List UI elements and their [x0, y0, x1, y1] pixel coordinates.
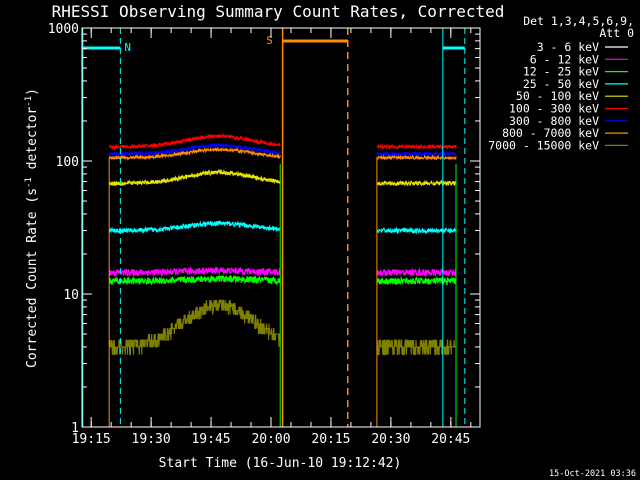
legend-label-3: 25 - 50 keV	[523, 77, 599, 91]
chart-title: RHESSI Observing Summary Count Rates, Co…	[52, 2, 505, 21]
series-trace-2-0	[109, 274, 281, 286]
series-trace-4-1	[376, 179, 457, 187]
legend-header-attenuator: Att 0	[599, 26, 634, 40]
y-axis-label-sup2: -1	[24, 96, 34, 107]
series-trace-6-1	[376, 150, 457, 158]
series-trace-1-0	[108, 265, 281, 278]
y-tick-label-2: 100	[56, 155, 79, 170]
y-axis-label-mid: detector	[25, 107, 40, 178]
x-tick-label-6: 20:45	[431, 432, 470, 447]
y-axis-label-main: Corrected Count Rate (s	[25, 188, 40, 368]
x-tick-label-1: 19:30	[132, 432, 171, 447]
series-trace-3-1	[376, 226, 457, 235]
generation-timestamp: 15-Oct-2021 03:36	[549, 469, 636, 479]
y-axis-label: Corrected Count Rate (s-1 detector-1)	[24, 88, 40, 368]
axes-frame	[81, 27, 481, 428]
series-trace-7-0	[108, 147, 281, 161]
x-tick-label-5: 20:30	[371, 432, 410, 447]
legend-label-1: 6 - 12 keV	[530, 52, 599, 66]
series-trace-5-0	[108, 132, 281, 151]
series-trace-3-0	[108, 220, 281, 235]
x-tick-label-0: 19:15	[72, 432, 111, 447]
series-trace-0-0	[108, 336, 281, 428]
y-tick-label-1: 10	[63, 288, 79, 303]
legend-label-5: 100 - 300 keV	[509, 102, 599, 116]
y-axis-label-sup1: -1	[24, 177, 34, 188]
series-trace-1-1	[376, 267, 457, 278]
legend-label-2: 12 - 25 keV	[523, 65, 599, 79]
legend-label-8: 7000 - 15000 keV	[488, 138, 599, 152]
series-trace-5-1	[376, 143, 457, 151]
series-trace-4-0	[108, 168, 281, 187]
legend-header-detectors: Det 1,3,4,5,6,9,	[523, 14, 634, 28]
legend-label-4: 50 - 100 keV	[516, 89, 599, 103]
legend-label-6: 300 - 800 keV	[509, 114, 599, 128]
legend-label-7: 800 - 7000 keV	[502, 126, 599, 140]
x-tick-label-2: 19:45	[191, 432, 230, 447]
x-tick-label-4: 20:15	[311, 432, 350, 447]
legend-label-0: 3 - 6 keV	[537, 40, 599, 54]
plot-area: NS	[82, 28, 466, 428]
y-axis-label-end: )	[25, 88, 40, 96]
x-tick-label-3: 20:00	[251, 432, 290, 447]
axes: 1 10 100 1000 19:15 19:30 19:45 20:00 20:15 20:30…	[48, 22, 481, 447]
series-trace-0-1	[376, 346, 457, 428]
series-trace-8-0	[108, 299, 281, 356]
x-axis-label: Start Time (16-Jun-10 19:12:42)	[159, 456, 402, 471]
series-trace-7-1	[376, 154, 457, 161]
series-trace-2-1	[376, 275, 457, 286]
night-flag-label: N	[124, 41, 131, 54]
series-trace-6-0	[108, 142, 281, 158]
y-tick-label-0: 1	[71, 421, 79, 436]
y-tick-label-3: 1000	[48, 22, 79, 37]
observing-flags: NS	[82, 28, 466, 427]
saa-flag-label: S	[266, 34, 273, 47]
